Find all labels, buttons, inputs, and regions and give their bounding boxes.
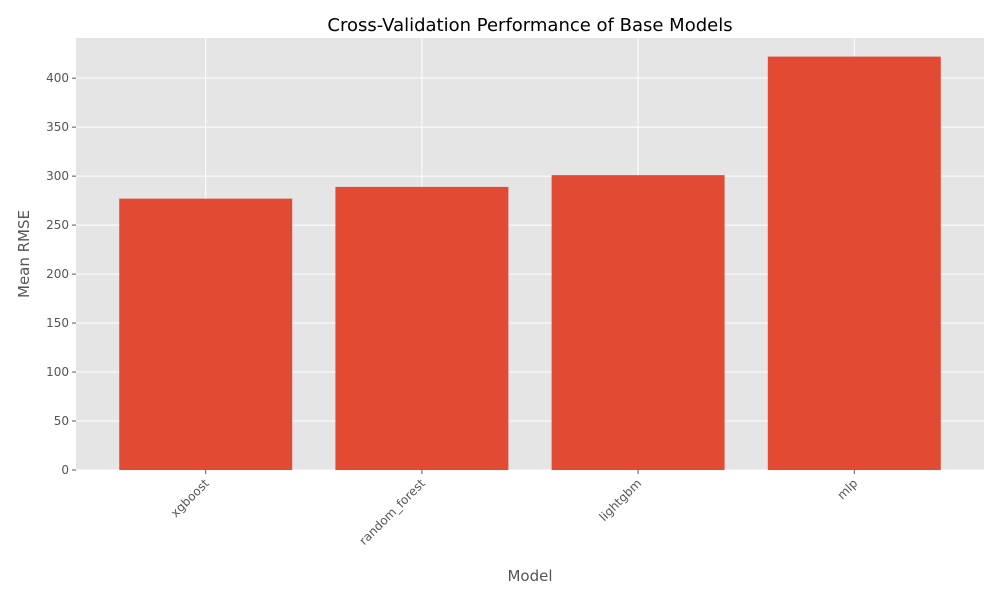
- y-tick-label: 100: [46, 365, 69, 379]
- y-tick-label: 250: [46, 218, 69, 232]
- chart-title: Cross-Validation Performance of Base Mod…: [327, 15, 732, 36]
- y-tick-label: 300: [46, 169, 69, 183]
- bar-lightgbm: [551, 175, 725, 470]
- bar-mlp: [767, 56, 941, 470]
- y-tick-label: 200: [46, 267, 69, 281]
- y-tick-label: 50: [54, 414, 69, 428]
- y-tick-label: 0: [61, 463, 69, 477]
- y-tick-label: 400: [46, 71, 69, 85]
- y-axis-label: Mean RMSE: [15, 210, 33, 298]
- x-axis-label: Model: [507, 567, 552, 585]
- y-tick-label: 350: [46, 120, 69, 134]
- bar-random_forest: [335, 186, 509, 471]
- y-tick-label: 150: [46, 316, 69, 330]
- y-axis-ticks: 0 50 100 150 200 250 300 350 400: [46, 71, 76, 477]
- bars: [119, 56, 941, 471]
- bar-xgboost: [119, 198, 293, 470]
